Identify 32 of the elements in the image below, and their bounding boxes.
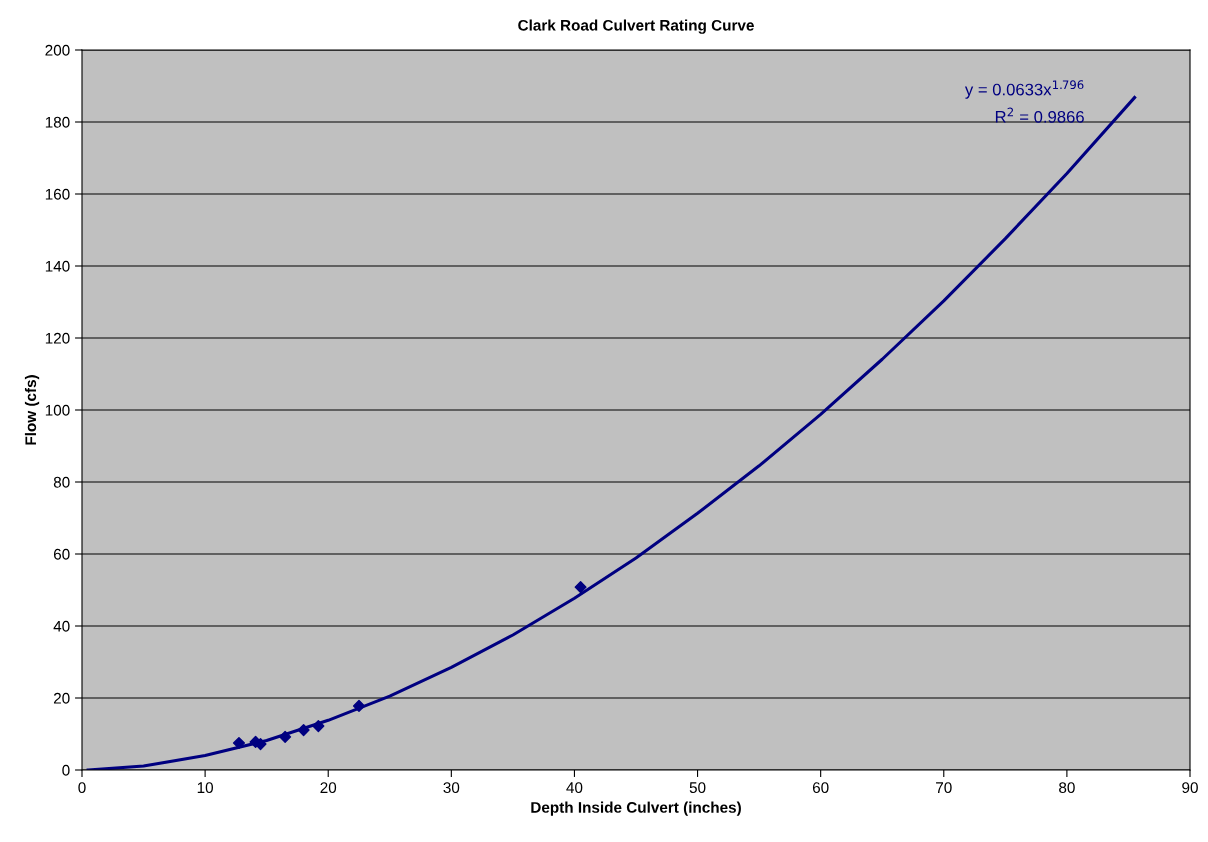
point bbox=[279, 730, 292, 743]
y-tick-label: 40 bbox=[53, 620, 70, 632]
x-tick-label: 80 bbox=[1059, 782, 1075, 794]
y-axis-title: Flow (cfs) bbox=[24, 375, 40, 445]
y-tick-label: 160 bbox=[45, 188, 70, 200]
y-tick-label: 80 bbox=[53, 476, 70, 488]
annotation: R$^{2}$ = 0.9866 bbox=[995, 107, 1084, 123]
point bbox=[352, 699, 366, 712]
x-tick-label: 50 bbox=[689, 782, 706, 794]
y-tick-label: 140 bbox=[45, 260, 70, 272]
point bbox=[312, 720, 325, 733]
point bbox=[232, 736, 246, 750]
x-tick-label: 20 bbox=[320, 782, 337, 794]
y-tick-label: 100 bbox=[45, 404, 70, 416]
x-axis-title: Depth Inside Culvert (inches) bbox=[531, 801, 741, 816]
y-tick-label: 20 bbox=[53, 692, 70, 704]
chart-title: Clark Road Culvert Rating Curve bbox=[518, 19, 754, 34]
x-tick-label: 90 bbox=[1182, 782, 1198, 794]
y-tick-label: 200 bbox=[45, 44, 70, 56]
point bbox=[574, 581, 587, 594]
x-tick-label: 10 bbox=[197, 782, 214, 794]
x-tick-label: 60 bbox=[812, 782, 829, 794]
y-tick-label: 60 bbox=[53, 548, 70, 560]
x-tick-label: 70 bbox=[936, 782, 952, 794]
y-tick-label: 180 bbox=[45, 116, 70, 128]
y-tick-label: 120 bbox=[45, 332, 70, 344]
x-tick-label: 40 bbox=[566, 782, 583, 794]
point bbox=[297, 723, 310, 737]
annotation: y = 0.0633x$^{1.796}$ bbox=[964, 80, 1084, 99]
x-tick-label: 30 bbox=[443, 782, 460, 794]
x-tick-label: 0 bbox=[78, 782, 86, 794]
y-tick-label: 0 bbox=[62, 764, 70, 776]
